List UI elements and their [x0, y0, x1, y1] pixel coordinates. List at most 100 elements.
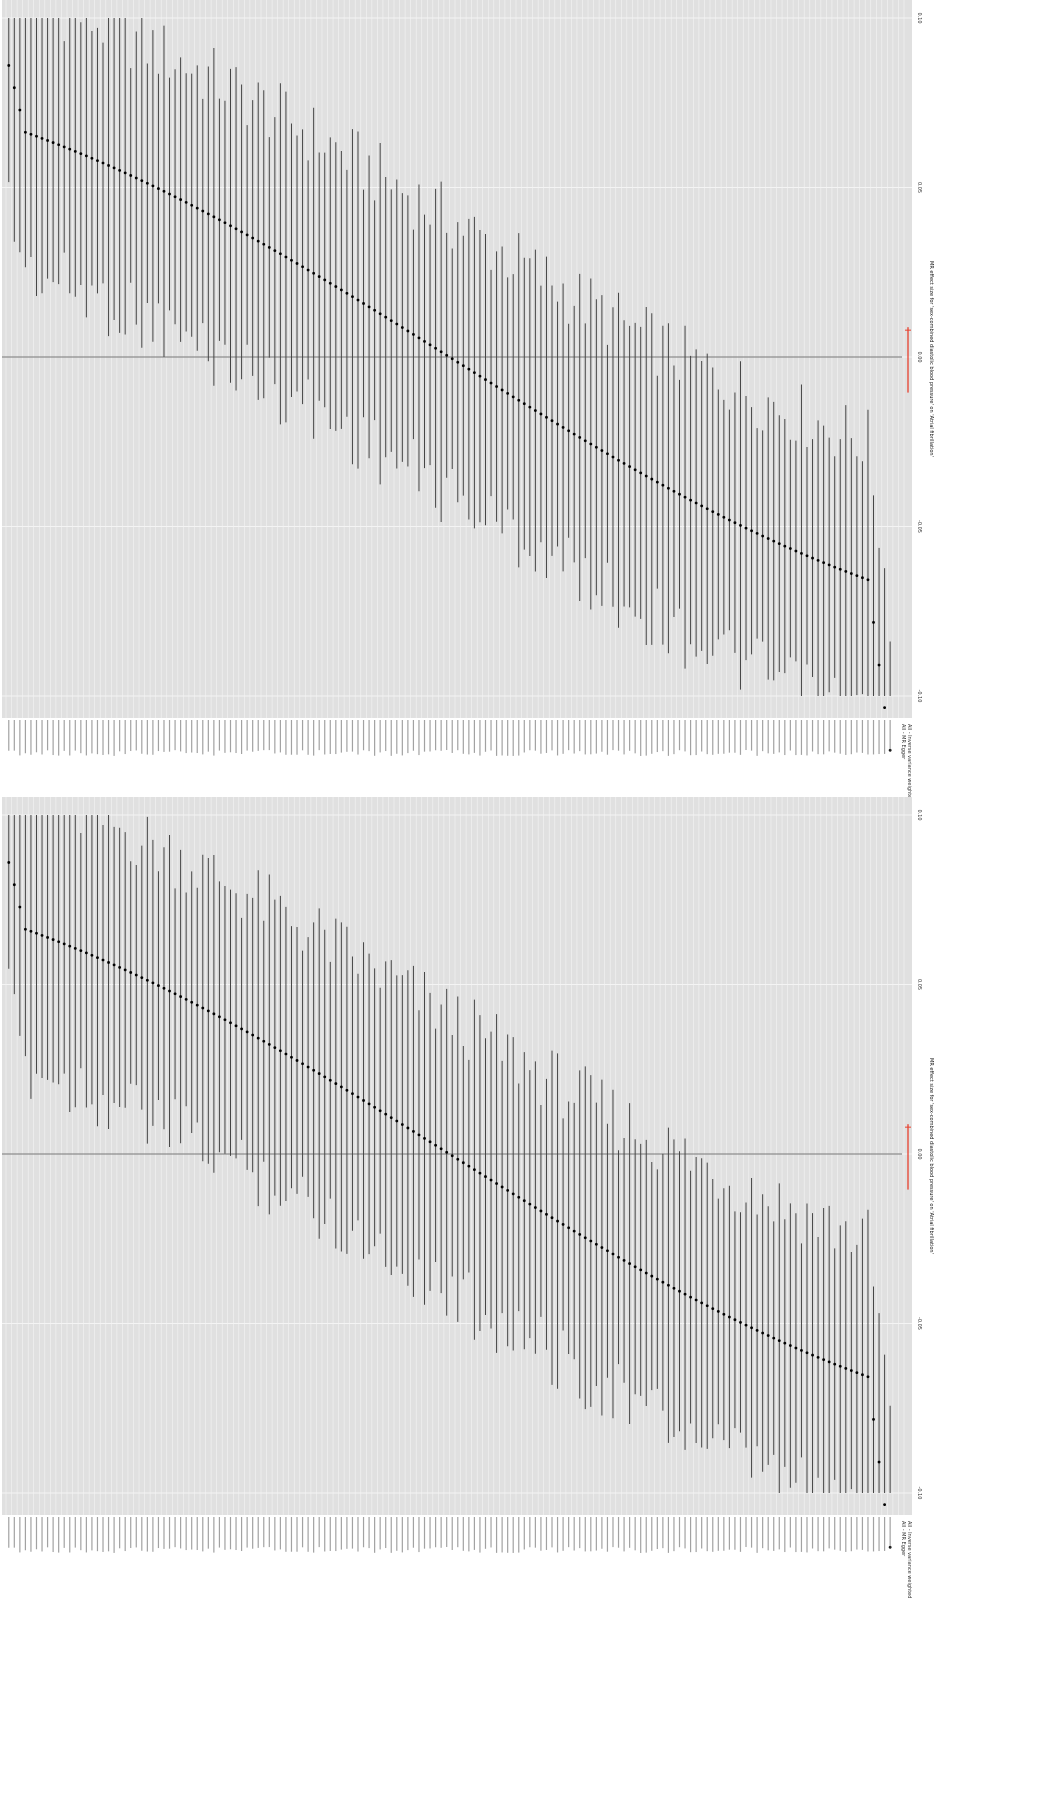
snp-id-label: [385, 1517, 387, 1549]
snp-effect-point: [323, 278, 327, 282]
snp-id-label: [883, 720, 886, 754]
snp-effect-point: [445, 1150, 449, 1154]
snp-effect-point: [212, 215, 216, 219]
snp-id-label: [85, 720, 87, 756]
snp-id-label: [8, 720, 10, 751]
snp-effect-point: [206, 1009, 210, 1013]
snp-id-label: [85, 1517, 87, 1553]
snp-id-label: [440, 720, 442, 751]
snp-id-label: [434, 720, 437, 751]
snp-effect-point: [517, 398, 521, 402]
snp-id-label: [35, 720, 38, 753]
snp-id-label: [141, 1517, 143, 1551]
snp-effect-point: [827, 563, 831, 567]
snp-id-label: [712, 720, 714, 755]
snp-id-label: [401, 1517, 403, 1553]
snp-effect-point: [18, 108, 22, 112]
snp-id-label: [501, 1517, 503, 1553]
snp-id-label: [252, 1517, 254, 1549]
snp-id-label: [362, 720, 365, 751]
snp-effect-point: [267, 246, 271, 249]
snp-id-label: [130, 720, 132, 752]
snp-effect-point: [528, 405, 532, 409]
snp-id-label: [246, 1517, 248, 1548]
snp-id-label: [30, 720, 32, 755]
snp-effect-point: [278, 252, 282, 256]
snp-effect-point: [722, 515, 726, 519]
snp-id-label: [556, 1517, 559, 1553]
snp-id-label: [301, 720, 304, 751]
snp-effect-point: [478, 374, 482, 378]
snp-id-label: [257, 720, 259, 751]
snp-effect-point: [295, 1059, 299, 1062]
snp-id-label: [462, 1517, 464, 1551]
snp-id-label: [651, 1517, 653, 1551]
snp-id-label: [69, 1517, 71, 1553]
snp-effect-point: [606, 1249, 609, 1253]
snp-id-label: [157, 1517, 160, 1549]
snp-id-label: [362, 1517, 365, 1548]
snp-effect-point: [855, 574, 859, 578]
snp-id-label: [889, 1517, 891, 1549]
snp-effect-point: [783, 1341, 787, 1345]
snp-id-label: [828, 1517, 830, 1549]
snp-effect-point: [522, 1199, 526, 1203]
snp-id-label: [518, 720, 520, 756]
snp-effect-point: [351, 295, 354, 299]
snp-id-label: [329, 720, 331, 754]
snp-id-label: [595, 720, 597, 754]
snp-effect-point: [628, 1262, 632, 1265]
snp-id-label: [218, 720, 221, 751]
snp-id-label: [80, 1517, 82, 1551]
snp-effect-point: [395, 1119, 399, 1123]
snp-effect-point: [561, 426, 565, 429]
snp-id-label: [850, 720, 852, 755]
snp-id-label: [318, 1517, 320, 1548]
snp-id-label: [529, 1517, 531, 1548]
panel-background: [2, 797, 912, 1515]
snp-id-label: [584, 1517, 586, 1552]
snp-id-label: [551, 1517, 553, 1548]
snp-effect-point: [134, 176, 138, 180]
snp-id-label: [19, 720, 21, 756]
snp-effect-point: [145, 978, 149, 982]
snp-effect-point: [229, 1021, 232, 1025]
snp-id-label: [290, 720, 293, 755]
snp-effect-point: [423, 339, 426, 343]
snp-effect-point: [312, 271, 316, 275]
snp-effect-point: [727, 518, 731, 522]
snp-id-label: [617, 1517, 620, 1548]
snp-id-label: [218, 1517, 221, 1548]
snp-id-label: [762, 720, 764, 752]
snp-id-label: [152, 1517, 154, 1552]
snp-id-label: [418, 1517, 420, 1553]
snp-effect-point: [179, 198, 183, 201]
snp-effect-point: [733, 521, 737, 525]
snp-id-label: [800, 720, 803, 755]
snp-effect-point: [694, 1298, 698, 1302]
snp-id-label: [390, 1517, 392, 1553]
snp-effect-point: [118, 965, 122, 969]
snp-id-label: [845, 1517, 847, 1552]
forest-plot-panel-bottom: All - MR Egger All - Inverse variance wei…: [2, 797, 934, 1598]
snp-effect-point: [539, 1209, 543, 1213]
snp-effect-point: [667, 1283, 670, 1287]
snp-effect-point: [251, 236, 255, 240]
snp-effect-point: [417, 336, 421, 340]
snp-effect-point: [62, 942, 66, 946]
snp-effect-point: [218, 1015, 221, 1019]
snp-id-label: [124, 720, 126, 755]
snp-id-label: [324, 720, 326, 755]
snp-id-label: [168, 720, 171, 752]
snp-effect-point: [129, 174, 133, 177]
snp-effect-point: [218, 218, 221, 222]
snp-id-label: [872, 1517, 875, 1552]
snp-id-label: [429, 1517, 431, 1549]
snp-id-label: [301, 1517, 304, 1548]
snp-effect-point: [800, 1348, 803, 1352]
snp-id-label: [379, 720, 381, 753]
snp-id-label: [324, 1517, 326, 1552]
snp-id-label: [246, 720, 248, 751]
snp-effect-point: [267, 1043, 271, 1046]
snp-effect-point: [777, 542, 781, 546]
